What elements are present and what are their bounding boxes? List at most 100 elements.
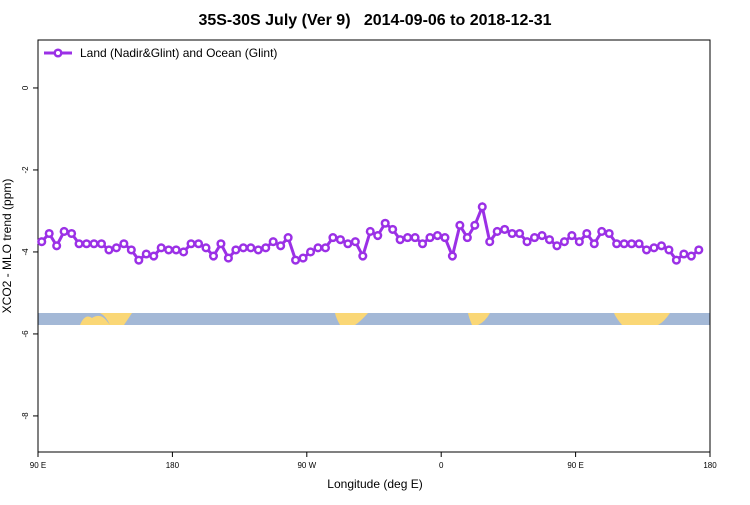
x-tick-label: 180 xyxy=(703,461,717,470)
data-point xyxy=(283,233,293,243)
data-point xyxy=(403,233,413,243)
data-point xyxy=(432,230,443,241)
data-point xyxy=(567,230,577,241)
data-point xyxy=(507,228,517,239)
data-point xyxy=(335,235,345,245)
data-point xyxy=(462,233,472,243)
data-point xyxy=(201,243,211,253)
data-point xyxy=(231,245,241,255)
data-point xyxy=(671,255,681,265)
data-point xyxy=(104,245,114,255)
data-point xyxy=(149,251,159,261)
data-point xyxy=(298,253,308,263)
data-point xyxy=(305,247,316,257)
data-point xyxy=(37,237,47,247)
data-point xyxy=(455,220,465,230)
data-point xyxy=(164,245,174,255)
data-point xyxy=(574,237,584,247)
data-point xyxy=(634,239,644,249)
data-point xyxy=(447,251,457,261)
data-point xyxy=(179,247,189,257)
data-point xyxy=(649,243,659,253)
data-point xyxy=(328,233,338,243)
data-point xyxy=(208,251,219,261)
x-tick-label: 90 E xyxy=(30,461,46,470)
data-point xyxy=(81,239,92,249)
data-point xyxy=(686,251,696,261)
data-point xyxy=(582,228,592,239)
data-point xyxy=(604,228,614,239)
data-point xyxy=(96,239,107,249)
data-point xyxy=(171,245,181,255)
data-point xyxy=(440,233,450,243)
data-point xyxy=(223,253,233,263)
chart-title: 35S-30S July (Ver 9) 2014-09-06 to 2018-… xyxy=(198,12,551,29)
data-point xyxy=(320,243,331,253)
x-tick-label: 90 E xyxy=(567,461,583,470)
data-point xyxy=(417,239,428,249)
plot-frame xyxy=(37,39,711,453)
data-point xyxy=(544,235,555,245)
data-point xyxy=(52,241,62,251)
data-point xyxy=(388,224,398,234)
data-point xyxy=(485,237,495,247)
data-point xyxy=(515,228,525,239)
data-point xyxy=(627,239,637,249)
data-point xyxy=(89,239,99,249)
data-point xyxy=(619,239,629,249)
data-point xyxy=(261,243,271,253)
data-point xyxy=(656,241,667,251)
data-point xyxy=(343,239,353,249)
data-point xyxy=(268,237,278,247)
x-axis-label: Longitude (deg E) xyxy=(327,477,422,491)
legend-marker xyxy=(53,48,63,58)
data-point xyxy=(276,241,286,251)
data-point xyxy=(134,255,144,265)
map-strip xyxy=(38,313,710,325)
data-point xyxy=(350,237,360,247)
data-point xyxy=(291,255,301,265)
data-point xyxy=(380,218,390,228)
data-point xyxy=(246,243,256,253)
y-tick-label: 0 xyxy=(21,85,30,90)
y-tick-label: -2 xyxy=(21,166,30,174)
data-point xyxy=(358,251,368,261)
data-point xyxy=(470,220,480,230)
data-point xyxy=(552,241,562,251)
data-point xyxy=(522,237,532,247)
data-point xyxy=(597,226,607,236)
data-point xyxy=(641,245,652,255)
data-point xyxy=(253,245,263,255)
data-point xyxy=(156,243,166,253)
data-point xyxy=(477,202,487,212)
data-point xyxy=(126,245,136,255)
y-tick-label: -6 xyxy=(21,330,30,338)
data-point xyxy=(111,243,121,253)
data-point xyxy=(395,235,405,245)
y-axis-label: XCO2 - MLO trend (ppm) xyxy=(0,179,14,314)
data-point xyxy=(559,237,569,247)
data-point xyxy=(59,226,69,236)
x-tick-label: 180 xyxy=(166,461,180,470)
data-point xyxy=(537,230,547,241)
data-point xyxy=(410,233,420,243)
data-point xyxy=(664,245,674,255)
data-point xyxy=(589,239,599,249)
data-point xyxy=(612,239,622,249)
data-point xyxy=(694,245,704,255)
data-point xyxy=(119,239,129,249)
x-tick-label: 0 xyxy=(439,461,444,470)
data-point xyxy=(492,226,502,236)
y-tick-label: -8 xyxy=(21,412,30,420)
data-point xyxy=(238,243,248,253)
data-point xyxy=(74,239,84,249)
data-point xyxy=(529,233,540,243)
legend-label: Land (Nadir&Glint) and Ocean (Glint) xyxy=(80,46,277,60)
data-point xyxy=(216,239,226,249)
data-point xyxy=(425,233,435,243)
data-point xyxy=(373,230,383,241)
data-point xyxy=(313,243,323,253)
data-point xyxy=(67,228,77,239)
x-tick-label: 90 W xyxy=(297,461,316,470)
